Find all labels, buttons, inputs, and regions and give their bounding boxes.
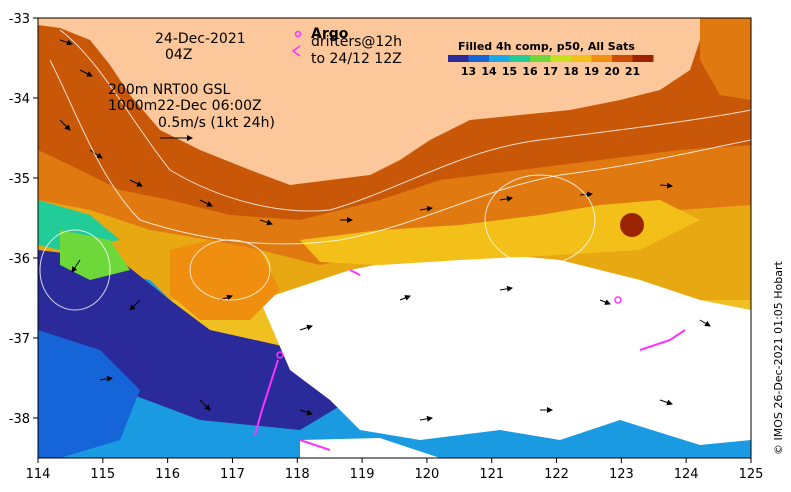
credit-label: © IMOS 26-Dec-2021 01:05 Hobart xyxy=(772,260,785,455)
legend-tick-label: 15 xyxy=(502,65,517,78)
y-tick-label: -37 xyxy=(9,332,30,347)
legend-tick-label: 16 xyxy=(522,65,538,78)
y-tick-label: -35 xyxy=(9,172,30,187)
legend-tick-label: 19 xyxy=(584,65,599,78)
drifter-legend-icon xyxy=(291,45,301,57)
legend-swatch xyxy=(530,55,551,62)
x-tick-label: 114 xyxy=(26,467,51,482)
x-tick-label: 125 xyxy=(739,467,764,482)
time-label: 04Z xyxy=(165,47,192,63)
y-tick-label: -36 xyxy=(9,252,30,267)
bathymetry-contours xyxy=(39,29,752,311)
argo-floats xyxy=(276,296,622,359)
legend-tick-label: 13 xyxy=(461,65,476,78)
date-label: 24-Dec-2021 xyxy=(155,31,246,47)
legend-tick-label: 17 xyxy=(543,65,558,78)
legend-swatch xyxy=(509,55,531,62)
x-tick-label: 116 xyxy=(155,467,180,482)
legend-swatch xyxy=(550,55,572,62)
drifters-label: drifters@12h xyxy=(311,34,402,50)
legend-title: Filled 4h comp, p50, All Sats xyxy=(458,40,635,53)
current-vectors xyxy=(59,39,711,422)
legend-swatch xyxy=(489,55,510,62)
legend-swatch xyxy=(468,55,490,62)
legend-colorbar xyxy=(448,55,654,62)
x-tick-label: 123 xyxy=(609,467,634,482)
x-axis: 114 115 116 117 118 119 120 121 122 123 124 125 xyxy=(26,458,764,482)
x-tick-label: 121 xyxy=(479,467,504,482)
plot-frame xyxy=(37,17,752,459)
x-tick-label: 122 xyxy=(544,467,569,482)
scale-label: 0.5m/s (1kt 24h) xyxy=(158,115,275,131)
y-axis: -33 -34 -35 -36 -37 -38 xyxy=(9,12,38,427)
legend-tick-label: 21 xyxy=(625,65,640,78)
legend-tick-label: 20 xyxy=(604,65,620,78)
legend-swatch xyxy=(612,55,633,62)
legend-tick-label: 14 xyxy=(481,65,497,78)
drifter-tracks xyxy=(254,269,686,451)
x-tick-label: 119 xyxy=(350,467,375,482)
x-tick-label: 120 xyxy=(414,467,439,482)
drifters-to-label: to 24/12 12Z xyxy=(311,51,402,67)
x-tick-label: 118 xyxy=(285,467,310,482)
legend-swatch xyxy=(591,55,613,62)
x-tick-label: 117 xyxy=(220,467,245,482)
legend-swatch xyxy=(448,55,469,62)
legend-tick-label: 18 xyxy=(563,65,578,78)
warm-eddy xyxy=(170,240,280,320)
legend-ticks: 13 14 15 16 17 18 19 20 21 xyxy=(461,65,640,78)
legend-swatch xyxy=(632,55,654,62)
contour-label-1: 200m NRT00 GSL xyxy=(108,82,231,98)
argo-label: Argo xyxy=(311,26,349,42)
y-tick-label: -33 xyxy=(9,12,30,27)
y-tick-label: -34 xyxy=(9,92,30,107)
y-tick-label: -38 xyxy=(9,412,30,427)
x-tick-label: 115 xyxy=(90,467,115,482)
cloud-mask xyxy=(260,250,751,445)
x-tick-label: 124 xyxy=(674,467,699,482)
legend-swatch xyxy=(571,55,592,62)
contour-label-2: 1000m22-Dec 06:00Z xyxy=(108,98,262,114)
argo-legend-icon xyxy=(294,30,302,38)
